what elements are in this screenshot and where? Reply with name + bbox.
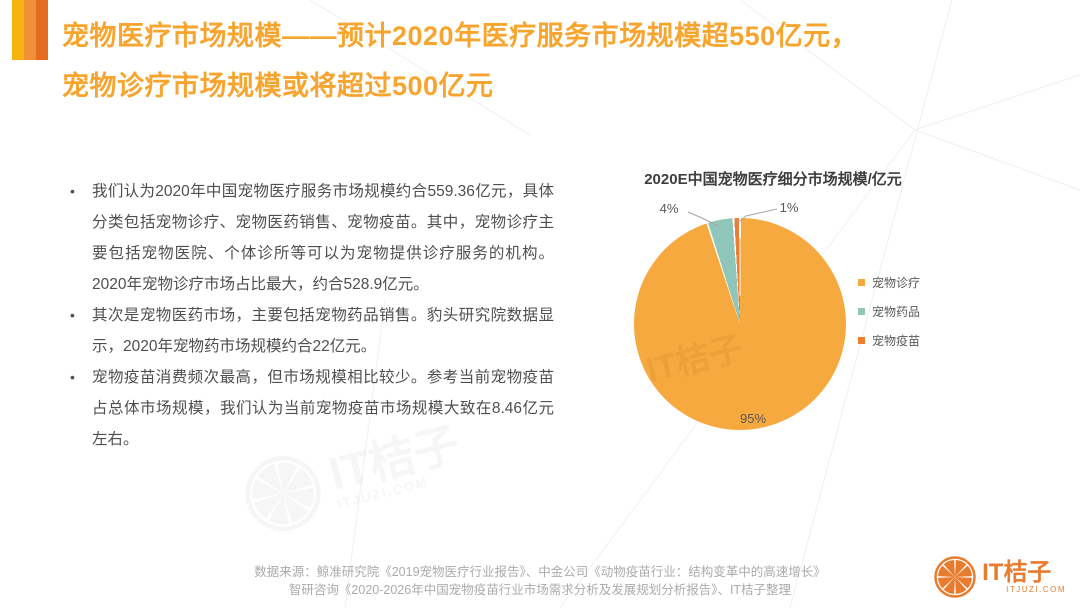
chart-title: 2020E中国宠物医疗细分市场规模/亿元 [644, 171, 902, 188]
pie-label-pet-clinic: 95% [739, 411, 767, 426]
bullet-item: • 我们认为2020年中国宠物医疗服务市场规模约合559.36亿元，具体分类包括… [66, 176, 554, 300]
chart-legend: 宠物诊疗宠物药品宠物疫苗 [858, 268, 920, 355]
logo-domain: ITJUZI.COM [1006, 584, 1066, 594]
legend-label: 宠物疫苗 [872, 334, 921, 348]
legend-item: 宠物诊疗 [858, 268, 920, 297]
legend-label: 宠物药品 [872, 305, 921, 319]
orange-citrus-icon [934, 556, 976, 598]
bullet-text: 其次是宠物医药市场，主要包括宠物药品销售。豹头研究院数据显示，2020年宠物药市… [92, 307, 554, 355]
bullet-item: • 宠物疫苗消费频次最高，但市场规模相比较少。参考当前宠物疫苗占总体市场规模，我… [66, 362, 554, 455]
bullet-text: 我们认为2020年中国宠物医疗服务市场规模约合559.36亿元，具体分类包括宠物… [92, 183, 554, 293]
source-line1: 数据来源：鲸准研究院《2019宠物医疗行业报告》、中金公司《动物疫苗行业：结构变… [254, 565, 826, 579]
legend-swatch [858, 308, 865, 315]
itjuzi-logo: IT桔子 ITJUZI.COM [934, 556, 1066, 598]
watermark-citrus-icon [245, 455, 321, 532]
bullet-item: • 其次是宠物医药市场，主要包括宠物药品销售。豹头研究院数据显示，2020年宠物… [66, 300, 554, 362]
pie-label-pet-drug: 4% [659, 201, 679, 216]
legend-label: 宠物诊疗 [872, 276, 921, 290]
legend-item: 宠物疫苗 [858, 326, 920, 355]
legend-item: 宠物药品 [858, 297, 920, 326]
watermark: IT桔子 ITJUZI.COM [237, 412, 470, 539]
pie [634, 218, 846, 430]
accent-stripe-orange [24, 0, 36, 60]
bullet-dot: • [70, 369, 75, 385]
bullet-list: • 我们认为2020年中国宠物医疗服务市场规模约合559.36亿元，具体分类包括… [66, 176, 554, 455]
slide-title-line1: 宠物医疗市场规模——预计2020年医疗服务市场规模超550亿元， [62, 21, 859, 51]
bullet-dot: • [70, 307, 75, 323]
accent-stripe-deep-orange [36, 0, 48, 60]
logo-text: IT桔子 [982, 558, 1052, 586]
accent-stripes [12, 0, 48, 60]
legend-swatch [858, 337, 865, 344]
pie-label-pet-vaccine: 1% [779, 200, 799, 215]
pie-chart: 2020E中国宠物医疗细分市场规模/亿元 4% 1% 95% 宠物诊疗 宠物药品宠… [598, 168, 948, 468]
bullet-dot: • [70, 183, 75, 199]
bullet-text: 宠物疫苗消费频次最高，但市场规模相比较少。参考当前宠物疫苗占总体市场规模，我们认… [92, 369, 554, 448]
slide-title-line2: 宠物诊疗市场规模或将超过500亿元 [62, 71, 494, 101]
source-line2: 智研咨询《2020-2026年中国宠物疫苗行业市场需求分析及发展规划分析报告》、… [288, 583, 792, 597]
data-source-footer: 数据来源：鲸准研究院《2019宠物医疗行业报告》、中金公司《动物疫苗行业：结构变… [0, 563, 1080, 599]
accent-stripe-gold [12, 0, 24, 60]
slide-title: 宠物医疗市场规模——预计2020年医疗服务市场规模超550亿元， 宠物诊疗市场规… [62, 11, 1002, 111]
legend-swatch [858, 279, 865, 286]
